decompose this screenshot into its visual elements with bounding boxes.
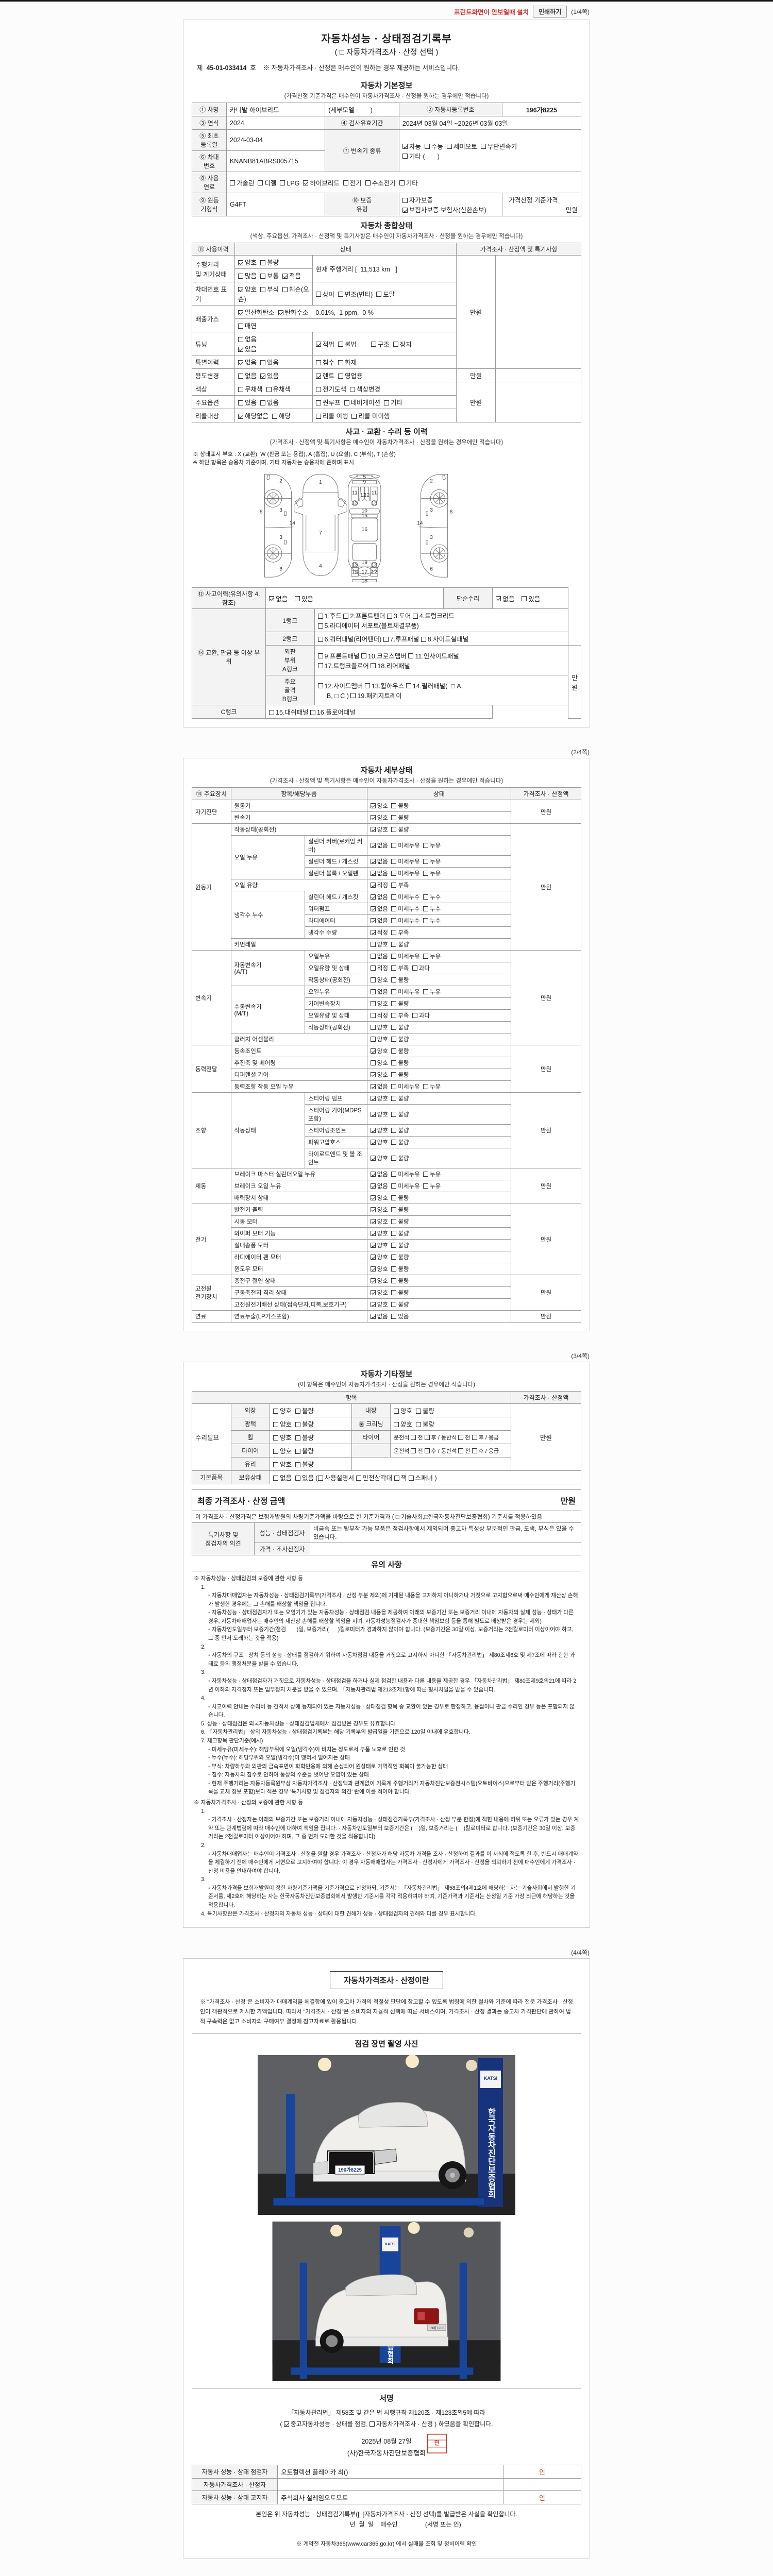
svg-text:13: 13: [371, 500, 377, 506]
svg-text:KATSI: KATSI: [484, 2076, 497, 2081]
svg-text:19: 19: [362, 560, 368, 566]
svg-text:17: 17: [362, 569, 368, 575]
svg-text:3: 3: [430, 535, 433, 540]
svg-text:6: 6: [279, 566, 282, 572]
svg-text:2: 2: [430, 479, 433, 484]
svg-text:한국자동차진단보증협회: 한국자동차진단보증협회: [486, 2107, 496, 2199]
svg-text:3: 3: [279, 507, 282, 513]
svg-text:3: 3: [279, 535, 282, 540]
svg-text:8: 8: [450, 509, 453, 515]
svg-text:19허7203: 19허7203: [429, 2326, 444, 2330]
svg-text:11: 11: [372, 490, 377, 496]
svg-text:15: 15: [362, 513, 368, 519]
svg-text:민: 민: [434, 2439, 440, 2447]
svg-text:13: 13: [352, 500, 358, 506]
svg-text:13: 13: [371, 563, 377, 568]
svg-text:6: 6: [430, 566, 433, 572]
svg-text:KATSI: KATSI: [385, 2242, 396, 2246]
svg-text:16: 16: [362, 527, 368, 533]
svg-text:14: 14: [290, 521, 296, 527]
svg-text:8: 8: [260, 509, 263, 515]
svg-text:7: 7: [319, 530, 322, 536]
svg-text:2: 2: [279, 479, 282, 484]
svg-text:11: 11: [352, 490, 358, 496]
svg-text:3: 3: [430, 507, 433, 513]
svg-text:13: 13: [352, 563, 358, 568]
svg-text:14: 14: [417, 521, 423, 527]
svg-text:12: 12: [371, 569, 377, 575]
svg-text:196가8225: 196가8225: [338, 2167, 362, 2173]
svg-text:4: 4: [319, 563, 322, 569]
svg-text:1: 1: [319, 480, 322, 485]
svg-text:12: 12: [352, 569, 358, 575]
svg-text:18: 18: [362, 578, 368, 584]
svg-text:12: 12: [364, 493, 370, 498]
svg-text:9: 9: [363, 479, 366, 485]
